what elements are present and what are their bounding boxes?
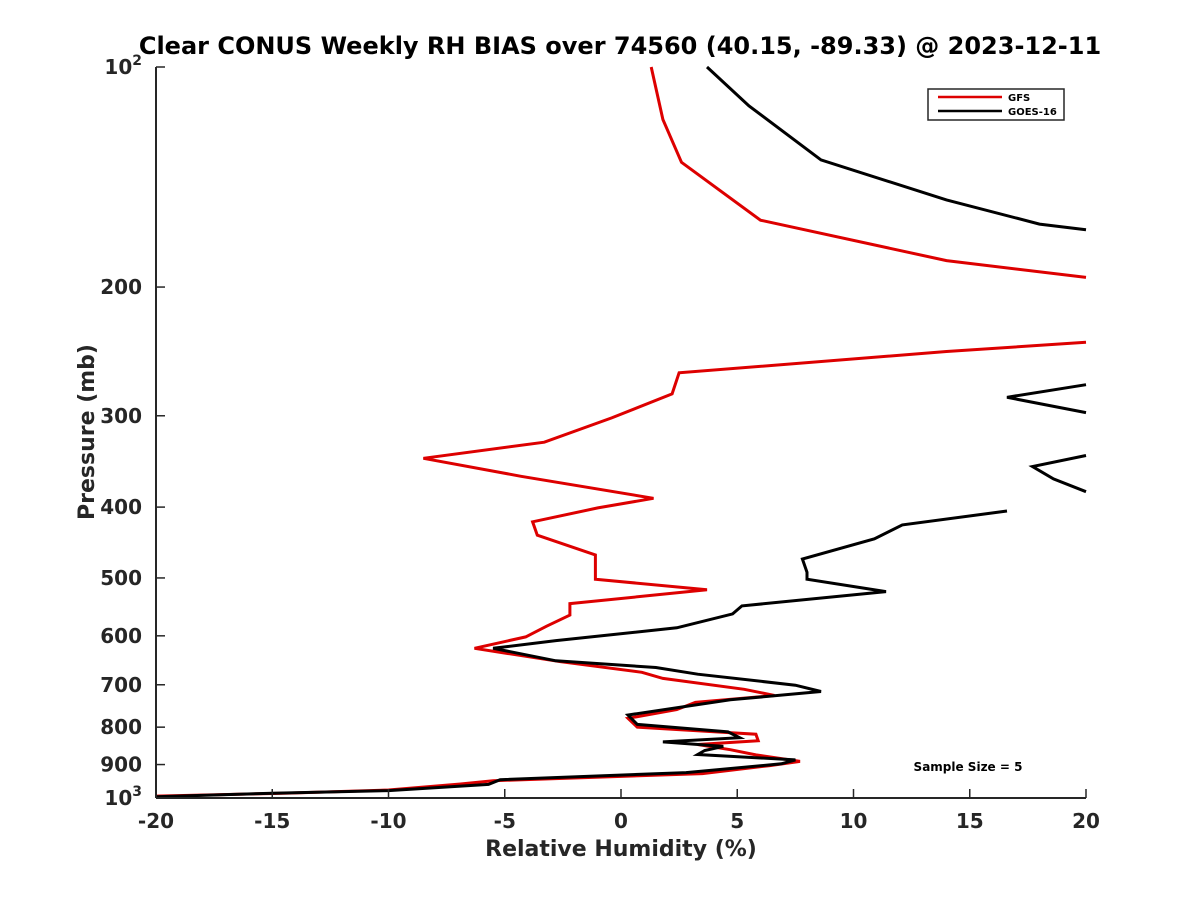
x-tick-label: -10 <box>370 809 406 833</box>
series-line-segment <box>155 509 1008 799</box>
y-tick-label: 200 <box>100 275 142 299</box>
x-tick-label: -20 <box>138 809 174 833</box>
legend-box <box>927 88 1065 121</box>
series-line-segment <box>155 340 1087 798</box>
series-layer <box>155 65 1087 799</box>
series-line-segment <box>649 66 1087 279</box>
series-goes-16 <box>155 65 1087 799</box>
x-tick-label: -15 <box>254 809 290 833</box>
y-tick-label: 400 <box>100 495 142 519</box>
x-axis-label: Relative Humidity (%) <box>485 837 757 862</box>
x-tick-label: 5 <box>730 809 744 833</box>
y-tick-label: 103 <box>104 784 142 810</box>
series-line-segment <box>1006 383 1087 415</box>
y-tick-label: 300 <box>100 404 142 428</box>
x-tick-label: -5 <box>494 809 516 833</box>
legend: GFS GOES-16 <box>927 88 1065 121</box>
y-tick-label: 900 <box>100 753 142 777</box>
x-tick-label: 15 <box>956 809 984 833</box>
legend-label-gfs: GFS <box>1008 93 1030 104</box>
y-tick-label: 700 <box>100 673 142 697</box>
x-tick-label: 0 <box>614 809 628 833</box>
x-tick-label: 10 <box>840 809 868 833</box>
y-axis-label: Pressure (mb) <box>75 344 100 520</box>
x-tick-label: 20 <box>1072 809 1100 833</box>
series-line-segment <box>705 65 1087 232</box>
y-tick-label: 102 <box>104 53 142 79</box>
chart-title: Clear CONUS Weekly RH BIAS over 74560 (4… <box>139 32 1101 60</box>
y-tick-label: 600 <box>100 624 142 648</box>
y-tick-label: 800 <box>100 715 142 739</box>
legend-label-goes16: GOES-16 <box>1008 107 1057 118</box>
y-tick-label: 500 <box>100 566 142 590</box>
series-gfs <box>155 66 1087 798</box>
plot-area: -20 -15 -10 -5 0 5 10 15 20 102 200 300 400 500 600 700… <box>100 53 1100 833</box>
ticks: -20 -15 -10 -5 0 5 10 15 20 102 200 300 400 500 600 700… <box>100 53 1100 833</box>
sample-size-annotation: Sample Size = 5 <box>914 760 1023 774</box>
series-line-segment <box>1028 454 1087 494</box>
